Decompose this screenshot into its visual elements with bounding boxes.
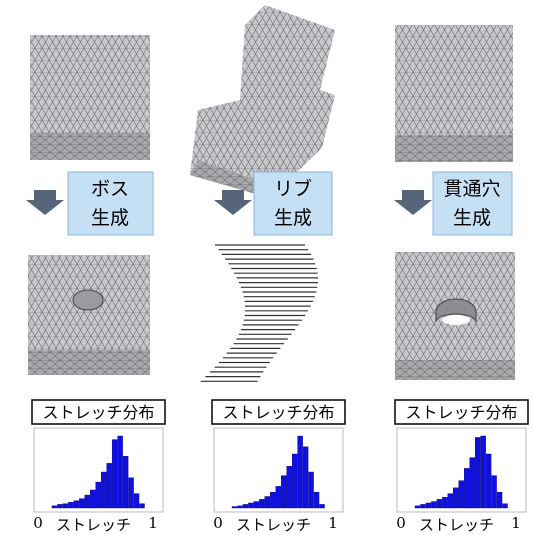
bar bbox=[107, 463, 112, 508]
bar bbox=[503, 504, 508, 508]
bar bbox=[426, 503, 431, 508]
bar bbox=[453, 488, 458, 508]
mesh-before-boss bbox=[30, 35, 150, 160]
bar bbox=[68, 502, 73, 508]
bar bbox=[112, 440, 117, 508]
x-axis-label: ストレッチ bbox=[419, 516, 494, 534]
x-min-label: 0 bbox=[33, 514, 43, 532]
bar bbox=[448, 494, 453, 508]
bar bbox=[481, 436, 486, 508]
figure: ボス 生成 リブ 生成 貫通穴 生成 ストレッチ分布01ストレッチストレッチ分布… bbox=[0, 0, 534, 535]
bar bbox=[470, 458, 475, 508]
mesh-after-boss bbox=[28, 255, 150, 375]
hist-title: ストレッチ分布 bbox=[222, 403, 334, 422]
bar bbox=[431, 502, 436, 508]
bar bbox=[276, 486, 281, 508]
bar bbox=[134, 494, 139, 508]
bar bbox=[420, 504, 425, 508]
bar bbox=[237, 506, 242, 508]
hist-title: ストレッチ分布 bbox=[42, 403, 154, 422]
bar bbox=[118, 436, 123, 508]
mesh-after-rib bbox=[201, 245, 318, 381]
bar bbox=[74, 501, 79, 508]
bar bbox=[303, 447, 308, 508]
bar bbox=[57, 504, 62, 508]
bar bbox=[464, 468, 469, 508]
bar bbox=[259, 499, 264, 508]
hist-title: ストレッチ分布 bbox=[405, 403, 517, 422]
mesh-before-rib bbox=[190, 5, 335, 198]
bar bbox=[281, 476, 286, 508]
step-label: 生成 bbox=[453, 207, 491, 229]
bar bbox=[298, 436, 303, 508]
bar bbox=[314, 492, 319, 508]
bar bbox=[63, 504, 68, 508]
bar bbox=[96, 482, 101, 508]
step-box: 貫通穴 生成 bbox=[433, 172, 512, 235]
step-box: ボス 生成 bbox=[68, 172, 153, 235]
bar bbox=[248, 503, 253, 508]
bar bbox=[243, 504, 248, 508]
bar bbox=[475, 437, 480, 508]
bar bbox=[320, 504, 325, 508]
bar bbox=[254, 502, 259, 508]
step-label: リブ bbox=[274, 177, 312, 200]
x-min-label: 0 bbox=[213, 514, 223, 532]
bar bbox=[292, 454, 297, 508]
mesh-after-hole bbox=[395, 252, 515, 380]
bar bbox=[309, 472, 314, 508]
x-max-label: 1 bbox=[511, 514, 521, 532]
bar bbox=[232, 507, 237, 508]
step-label: ボス bbox=[91, 178, 129, 200]
bar bbox=[129, 478, 134, 508]
histograms: ストレッチ分布 0 1 ストレッチ ストレッチ分布 0 1 ストレッチ ストレッチ分布 0 1 ストレ… bbox=[32, 400, 528, 534]
bar bbox=[101, 472, 106, 508]
bar bbox=[287, 466, 292, 508]
bar bbox=[52, 506, 57, 508]
bar bbox=[486, 454, 491, 508]
x-axis-label: ストレッチ bbox=[236, 516, 311, 534]
step-label: 貫通穴 bbox=[443, 178, 500, 200]
step-box: リブ 生成 bbox=[254, 172, 332, 235]
x-min-label: 0 bbox=[396, 514, 406, 532]
bar bbox=[79, 499, 84, 508]
x-axis-label: ストレッチ bbox=[56, 516, 131, 534]
bar bbox=[123, 456, 128, 508]
bar bbox=[459, 481, 464, 508]
x-max-label: 1 bbox=[328, 514, 338, 532]
bar bbox=[85, 495, 90, 508]
x-max-label: 1 bbox=[148, 514, 158, 532]
bar bbox=[497, 492, 502, 508]
bar bbox=[492, 476, 497, 508]
bar bbox=[90, 490, 95, 508]
bar bbox=[437, 499, 442, 508]
bar bbox=[415, 506, 420, 508]
bar bbox=[265, 496, 270, 508]
step-label: 生成 bbox=[274, 207, 312, 229]
bar bbox=[140, 504, 145, 508]
mesh-before-hole bbox=[395, 25, 513, 162]
bar bbox=[270, 492, 275, 508]
bar bbox=[442, 497, 447, 508]
step-label: 生成 bbox=[91, 207, 129, 229]
